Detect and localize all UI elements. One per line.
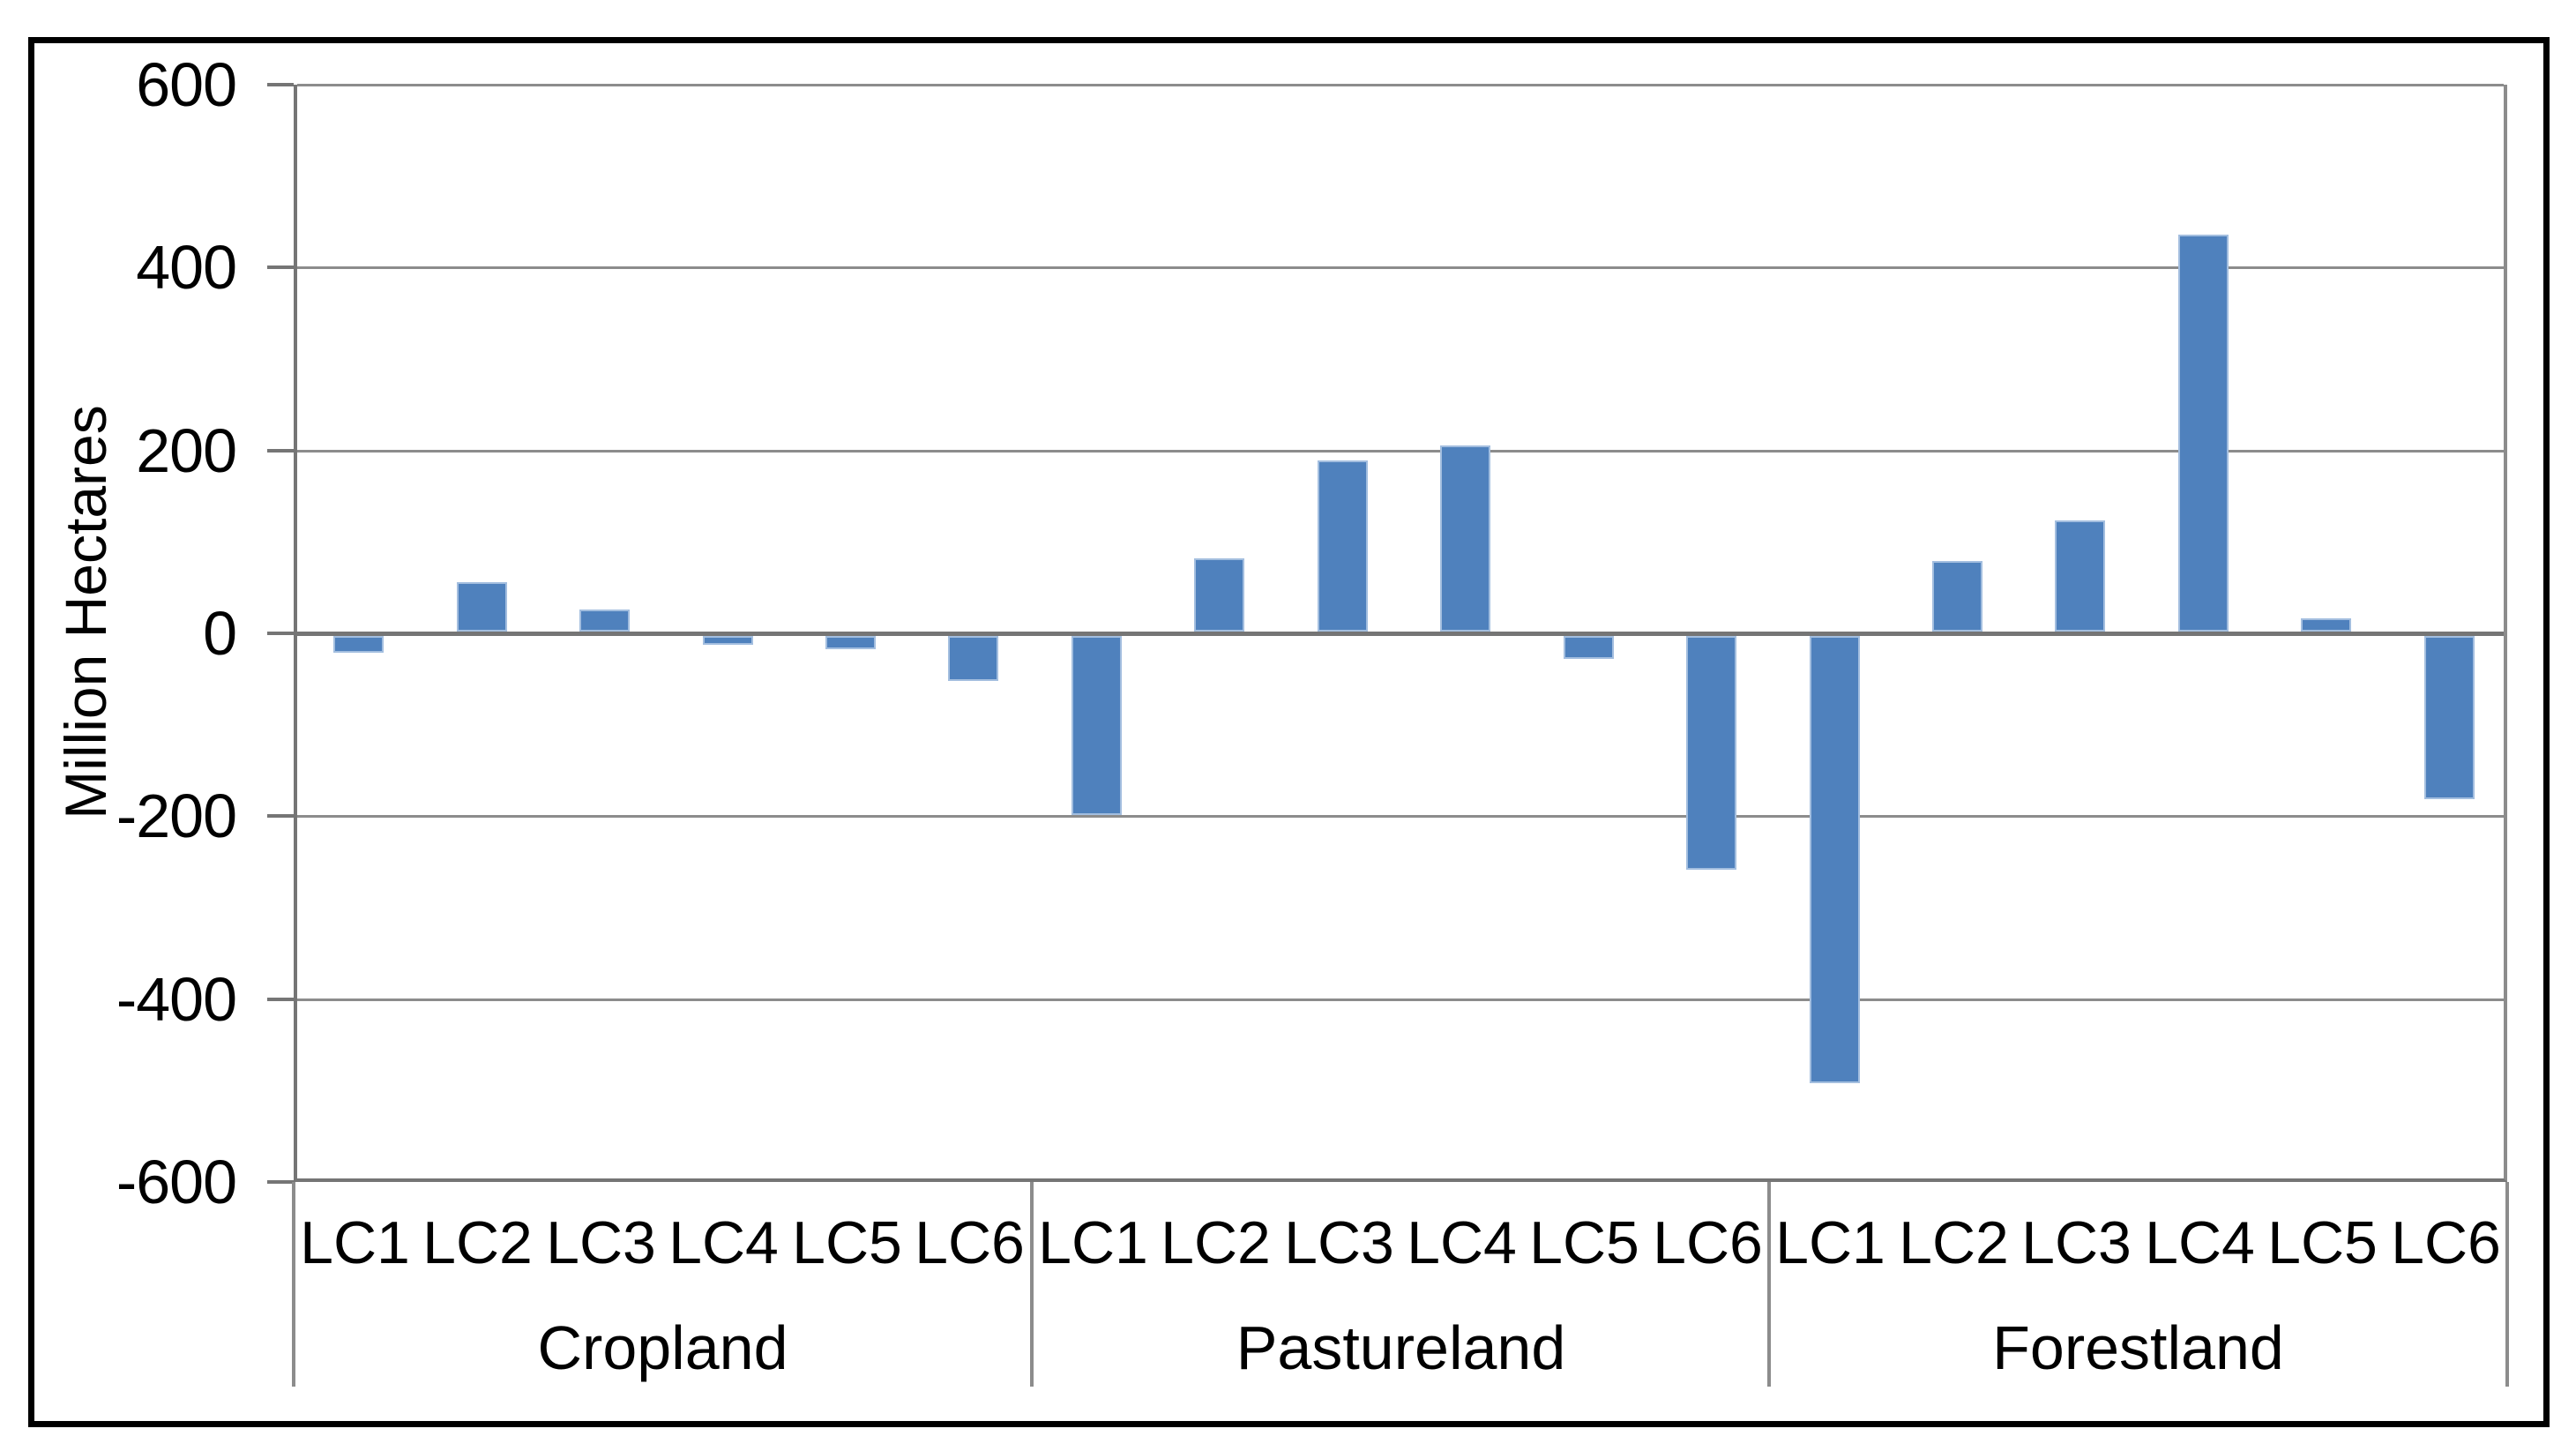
y-tick-label: -200 bbox=[116, 782, 237, 850]
x-category-label: LC5 bbox=[1529, 1209, 1639, 1276]
x-axis-group-separator bbox=[1030, 1182, 1034, 1387]
bar-forestland-lc4 bbox=[2178, 235, 2229, 632]
x-category-label: LC4 bbox=[668, 1209, 779, 1276]
bar-cropland-lc4 bbox=[703, 636, 753, 645]
x-category-label: LC4 bbox=[2145, 1209, 2255, 1276]
plot-area bbox=[294, 84, 2507, 1182]
x-group-label-pastureland: Pastureland bbox=[1236, 1313, 1566, 1382]
y-tick-mark bbox=[267, 998, 294, 1001]
bar-pastureland-lc1 bbox=[1071, 636, 1122, 815]
x-axis-group-separator bbox=[2505, 1182, 2509, 1387]
gridline--200 bbox=[297, 815, 2504, 818]
x-category-label: LC1 bbox=[1038, 1209, 1148, 1276]
y-tick-label: 600 bbox=[136, 50, 237, 119]
bar-pastureland-lc3 bbox=[1318, 460, 1368, 632]
x-category-label: LC5 bbox=[2267, 1209, 2378, 1276]
bar-cropland-lc3 bbox=[579, 610, 630, 632]
bar-forestland-lc5 bbox=[2301, 618, 2351, 632]
x-category-label: LC3 bbox=[1284, 1209, 1394, 1276]
bar-pastureland-lc6 bbox=[1686, 636, 1736, 870]
bar-forestland-lc6 bbox=[2424, 636, 2475, 799]
bar-pastureland-lc4 bbox=[1440, 445, 1490, 632]
y-tick-label: -400 bbox=[116, 965, 237, 1034]
y-tick-label: 0 bbox=[203, 599, 237, 668]
bar-pastureland-lc5 bbox=[1564, 636, 1614, 659]
y-tick-mark bbox=[267, 814, 294, 818]
x-category-label: LC5 bbox=[792, 1209, 902, 1276]
x-category-label: LC2 bbox=[1161, 1209, 1271, 1276]
bar-forestland-lc1 bbox=[1810, 636, 1860, 1083]
x-axis-group-separator bbox=[292, 1182, 295, 1387]
gridline-200 bbox=[297, 450, 2504, 453]
y-tick-mark bbox=[267, 449, 294, 453]
x-category-label: LC2 bbox=[422, 1209, 533, 1276]
x-category-label: LC3 bbox=[2021, 1209, 2132, 1276]
zero-axis-line bbox=[297, 632, 2504, 636]
y-tick-mark bbox=[267, 83, 294, 86]
bar-forestland-lc2 bbox=[1932, 561, 1982, 632]
x-category-label: LC6 bbox=[2391, 1209, 2501, 1276]
y-tick-label: -600 bbox=[116, 1148, 237, 1216]
gridline--400 bbox=[297, 998, 2504, 1001]
bar-cropland-lc5 bbox=[825, 636, 876, 649]
x-group-label-cropland: Cropland bbox=[537, 1313, 788, 1382]
x-category-label: LC1 bbox=[1775, 1209, 1885, 1276]
x-category-label: LC6 bbox=[915, 1209, 1025, 1276]
x-category-label: LC6 bbox=[1653, 1209, 1763, 1276]
y-tick-mark bbox=[267, 266, 294, 269]
bar-cropland-lc6 bbox=[948, 636, 998, 681]
y-tick-mark bbox=[267, 1180, 294, 1184]
x-category-label: LC3 bbox=[546, 1209, 656, 1276]
x-category-label: LC4 bbox=[1407, 1209, 1517, 1276]
x-category-label: LC2 bbox=[1899, 1209, 2009, 1276]
y-tick-mark bbox=[267, 632, 294, 635]
y-tick-label: 400 bbox=[136, 233, 237, 302]
bar-forestland-lc3 bbox=[2055, 520, 2105, 632]
bar-cropland-lc2 bbox=[457, 582, 507, 632]
bar-pastureland-lc2 bbox=[1194, 558, 1244, 632]
y-tick-label: 200 bbox=[136, 416, 237, 485]
bar-cropland-lc1 bbox=[333, 636, 384, 653]
x-group-label-forestland: Forestland bbox=[1992, 1313, 2284, 1382]
x-category-label: LC1 bbox=[300, 1209, 410, 1276]
x-axis-group-separator bbox=[1767, 1182, 1771, 1387]
gridline-600 bbox=[297, 84, 2504, 86]
gridline-400 bbox=[297, 266, 2504, 269]
